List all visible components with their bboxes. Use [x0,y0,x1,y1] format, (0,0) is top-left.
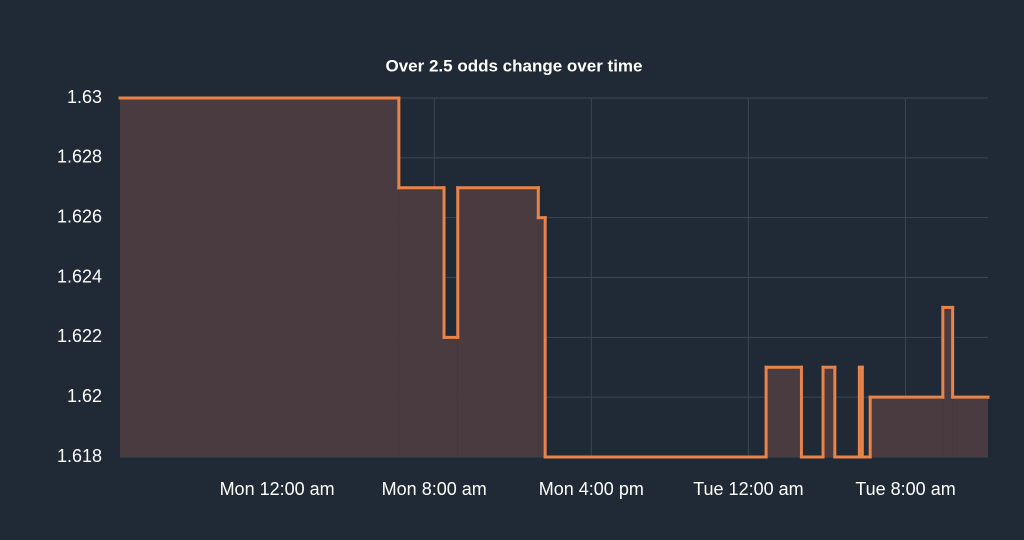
x-tick-label: Mon 12:00 am [220,479,335,499]
area-segment [457,187,539,457]
y-tick-label: 1.62 [67,386,102,406]
chart-title: Over 2.5 odds change over time [386,56,643,75]
y-tick-label: 1.624 [57,266,102,286]
x-tick-label: Mon 8:00 am [382,479,487,499]
y-tick-label: 1.63 [67,87,102,107]
y-tick-label: 1.626 [57,206,102,226]
area-segment [398,187,445,457]
x-tick-label: Tue 12:00 am [693,479,803,499]
area-segment [766,367,802,457]
area-segment [870,397,943,457]
x-tick-label: Mon 4:00 pm [539,479,644,499]
y-tick-label: 1.622 [57,326,102,346]
y-tick-label: 1.618 [57,446,102,466]
x-tick-label: Tue 8:00 am [855,479,955,499]
area-segment [538,217,546,457]
area-segment [823,367,835,457]
area-segment [120,98,399,457]
area-segment [952,397,988,457]
area-segment [444,337,458,457]
area-segment [942,307,953,457]
y-tick-label: 1.628 [57,147,102,167]
